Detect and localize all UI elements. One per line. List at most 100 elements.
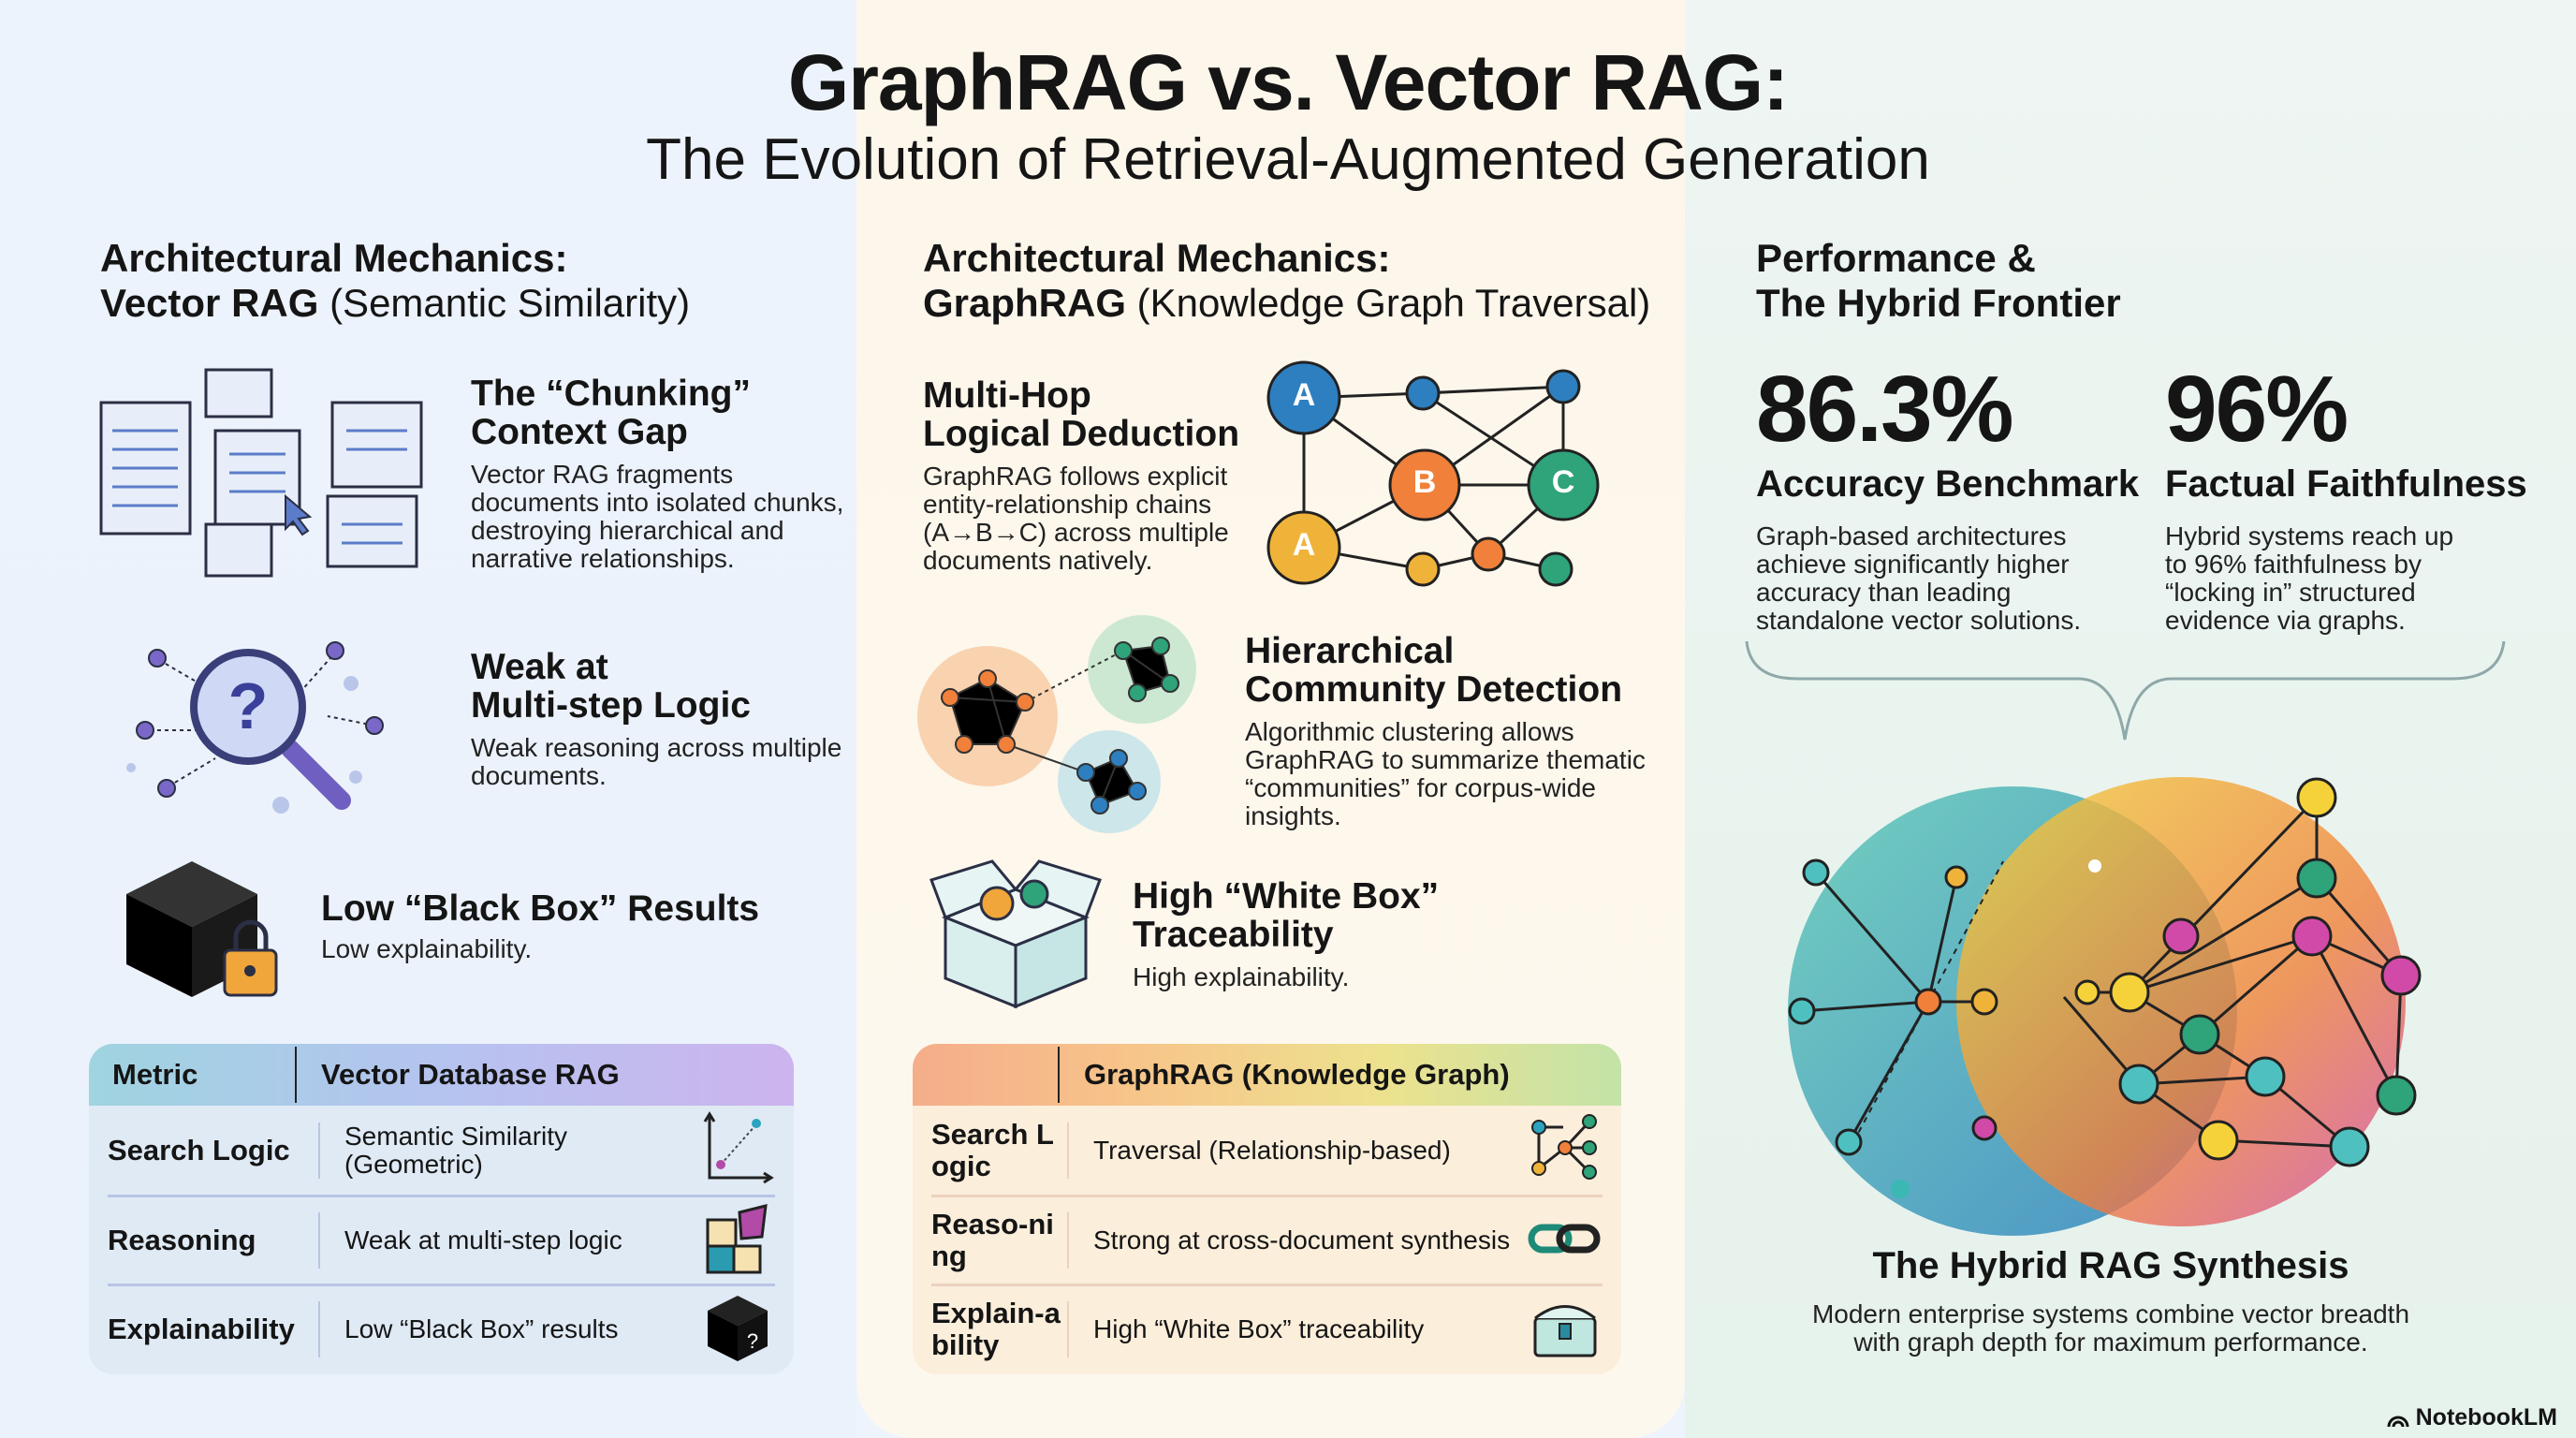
graph-traversal-icon xyxy=(1528,1110,1603,1190)
scatter-axis-icon xyxy=(700,1110,775,1190)
divider xyxy=(318,1301,320,1357)
row-value: Weak at multi-step logic xyxy=(344,1225,622,1255)
heading-line: Performance & xyxy=(1756,236,2036,280)
section-body: Low explainability. xyxy=(321,934,533,963)
divider xyxy=(295,1047,297,1103)
black-box-question-icon: ? xyxy=(700,1290,775,1370)
stat-faithfulness: 96% Factual Faithfulness Hybrid systems … xyxy=(2165,356,2558,635)
chunking-section: The “Chunking” Context Gap Vector RAG fr… xyxy=(471,374,845,573)
table-row: Reasoning Weak at multi-step logic xyxy=(108,1195,775,1284)
section-title: Logical Deduction xyxy=(923,414,1240,454)
divider xyxy=(318,1212,320,1269)
row-metric: Search Logic xyxy=(108,1133,290,1167)
synthesis-title: The Hybrid RAG Synthesis xyxy=(1872,1245,2349,1286)
table-header: GraphRAG (Knowledge Graph) xyxy=(913,1044,1621,1106)
table-row: Reaso-ning Strong at cross-document synth… xyxy=(931,1195,1603,1284)
heading-bold: Vector RAG xyxy=(100,281,319,325)
section-title: Multi-step Logic xyxy=(471,685,751,726)
table-row: Explain-ability High “White Box” traceabi… xyxy=(931,1284,1603,1372)
performance-heading: Performance & The Hybrid Frontier xyxy=(1756,236,2121,326)
row-metric: Explainability xyxy=(108,1313,295,1345)
row-value: Low “Black Box” results xyxy=(344,1314,619,1343)
community-clusters-icon xyxy=(917,615,1196,833)
heading-line: The Hybrid Frontier xyxy=(1756,281,2121,325)
stat-label: Factual Faithfulness xyxy=(2165,463,2527,505)
synthesis-body: Modern enterprise systems combine vector… xyxy=(1811,1299,2410,1357)
divider xyxy=(1067,1212,1069,1269)
community-section: Hierarchical Community Detection Algorit… xyxy=(1245,632,1657,830)
puzzle-icon xyxy=(700,1201,775,1281)
table-row: Search Logic Semantic Similarity (Geometr… xyxy=(108,1106,775,1195)
row-metric: Search Logic xyxy=(931,1117,1054,1182)
node-label: A xyxy=(1293,377,1316,413)
row-value: Strong at cross-document synthesis xyxy=(1093,1225,1511,1255)
node-label: A xyxy=(1293,527,1316,563)
node-label: C xyxy=(1552,464,1575,500)
svg-text:?: ? xyxy=(228,669,269,742)
black-box-lock-icon xyxy=(126,861,278,997)
section-body: Vector RAG fragments documents into isol… xyxy=(471,460,844,573)
magnifier-question-icon: ? xyxy=(126,641,384,814)
stat-value: 86.3% xyxy=(1756,357,2014,462)
section-title: High “White Box” xyxy=(1133,876,1440,917)
brand-label: NotebookLM xyxy=(2415,1404,2557,1431)
section-body: GraphRAG follows explicit entity-relatio… xyxy=(923,462,1229,575)
node-label: B xyxy=(1413,464,1437,500)
row-value: Semantic Similarity (Geometric) xyxy=(344,1121,568,1179)
section-body: High explainability. xyxy=(1133,962,1350,991)
stat-body: Hybrid systems reach up to 96% faithfuln… xyxy=(2165,521,2454,635)
synthesis-block: The Hybrid RAG Synthesis Modern enterpri… xyxy=(1741,1245,2481,1357)
multihop-section: Multi-Hop Logical Deduction GraphRAG fol… xyxy=(923,376,1251,575)
row-value: Traversal (Relationship-based) xyxy=(1093,1135,1451,1165)
section-title: Traceability xyxy=(1133,915,1334,955)
bracket-divider xyxy=(1745,640,2506,741)
white-box-section: High “White Box” Traceability High expla… xyxy=(1133,877,1601,991)
header-metric: Metric xyxy=(112,1058,198,1091)
divider xyxy=(318,1122,320,1179)
table-row: Explainability Low “Black Box” results? xyxy=(108,1284,775,1372)
page-subtitle: The Evolution of Retrieval-Augmented Gen… xyxy=(646,127,1930,192)
notebooklm-brand: NotebookLM xyxy=(2386,1404,2557,1431)
section-body: Algorithmic clustering allows GraphRAG t… xyxy=(1245,717,1646,830)
row-value: High “White Box” traceability xyxy=(1093,1314,1425,1343)
chain-link-icon xyxy=(1528,1201,1603,1281)
knowledge-graph-diagram: A B C A xyxy=(1266,360,1600,587)
graphrag-heading: Architectural Mechanics: GraphRAG (Knowl… xyxy=(923,236,1650,326)
divider xyxy=(1067,1122,1069,1179)
section-title: Hierarchical xyxy=(1245,631,1455,671)
weak-logic-section: Weak at Multi-step Logic Weak reasoning … xyxy=(471,648,845,790)
hybrid-venn-diagram xyxy=(1788,777,2422,1236)
stat-value: 96% xyxy=(2165,357,2349,462)
page-title: GraphRAG vs. Vector RAG: xyxy=(787,38,1789,126)
section-title: Weak at xyxy=(471,647,608,687)
divider xyxy=(1067,1301,1069,1357)
heading-line: Architectural Mechanics: xyxy=(100,236,568,280)
section-title: Multi-Hop xyxy=(923,375,1091,416)
table-row: Search Logic Traversal (Relationship-base… xyxy=(931,1106,1603,1195)
row-metric: Reasoning xyxy=(108,1224,256,1256)
section-title: Community Detection xyxy=(1245,669,1623,710)
heading-line: Architectural Mechanics: xyxy=(923,236,1391,280)
graphrag-comparison-table: GraphRAG (Knowledge Graph) Search Logic T… xyxy=(913,1044,1621,1374)
row-metric: Explain-ability xyxy=(931,1297,1061,1361)
vector-heading: Architectural Mechanics: Vector RAG (Sem… xyxy=(100,236,690,326)
section-body: Weak reasoning across multiple documents… xyxy=(471,733,842,790)
section-title: The “Chunking” xyxy=(471,374,751,414)
section-title: Context Gap xyxy=(471,412,688,452)
stat-body: Graph-based architectures achieve signif… xyxy=(1756,521,2082,635)
open-chest-icon xyxy=(1528,1290,1603,1370)
stat-accuracy: 86.3% Accuracy Benchmark Graph-based arc… xyxy=(1756,356,2149,635)
black-box-section: Low “Black Box” Results Low explainabili… xyxy=(321,889,808,963)
stat-label: Accuracy Benchmark xyxy=(1756,463,2140,505)
heading-rest: (Semantic Similarity) xyxy=(318,281,691,325)
section-title: Low “Black Box” Results xyxy=(321,888,760,929)
heading-bold: GraphRAG xyxy=(923,281,1127,325)
divider xyxy=(1058,1047,1060,1103)
white-box-gears-icon xyxy=(929,859,1102,1009)
svg-text:?: ? xyxy=(747,1329,758,1353)
vector-comparison-table: Metric Vector Database RAG Search Logic S… xyxy=(89,1044,794,1374)
document-chunks-icon xyxy=(99,368,423,578)
row-metric: Reaso-ning xyxy=(931,1208,1054,1272)
header-vector: Vector Database RAG xyxy=(321,1058,620,1091)
table-header: Metric Vector Database RAG xyxy=(89,1044,794,1106)
